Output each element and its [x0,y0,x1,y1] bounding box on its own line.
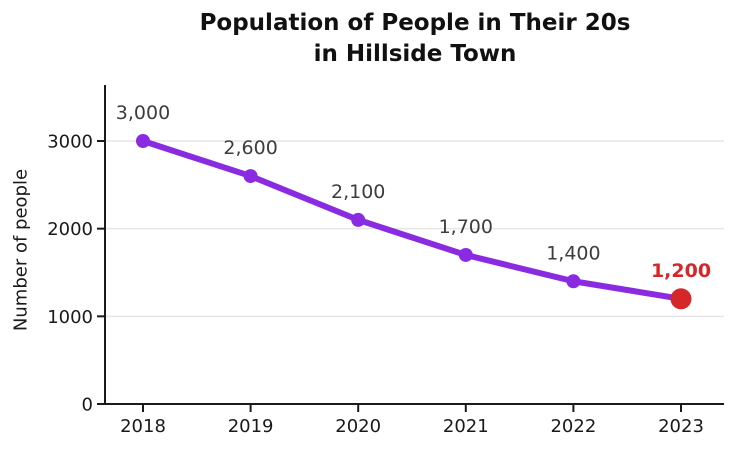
chart-title: Population of People in Their 20s in Hil… [199,10,631,68]
data-point-2021 [458,247,473,262]
x-tick-label-2021: 2021 [443,416,489,437]
data-label-2019: 2,600 [223,137,277,159]
data-point-2022 [566,274,581,289]
data-label-2022: 1,400 [546,242,600,264]
x-tick-label-2020: 2020 [335,416,381,437]
data-point-2018 [136,134,150,148]
data-label-2023: 1,200 [651,260,711,282]
y-tick-label-3000: 3000 [47,132,93,153]
y-tick-label-0: 0 [82,395,93,416]
y-tick-label-1000: 1000 [47,307,93,328]
x-tick-label-2018: 2018 [120,416,166,437]
data-point-highlight-2023 [670,288,692,310]
x-tick-label-2019: 2019 [228,416,274,437]
y-tick-label-2000: 2000 [47,219,93,240]
data-point-2020 [351,212,366,227]
data-label-2018: 3,000 [116,102,170,124]
data-point-2019 [243,169,258,184]
population-line-series [140,138,684,302]
x-tick-label-2022: 2022 [550,416,596,437]
x-tick-label-2023: 2023 [658,416,704,437]
data-label-2021: 1,700 [439,216,493,238]
data-label-2020: 2,100 [331,181,385,203]
